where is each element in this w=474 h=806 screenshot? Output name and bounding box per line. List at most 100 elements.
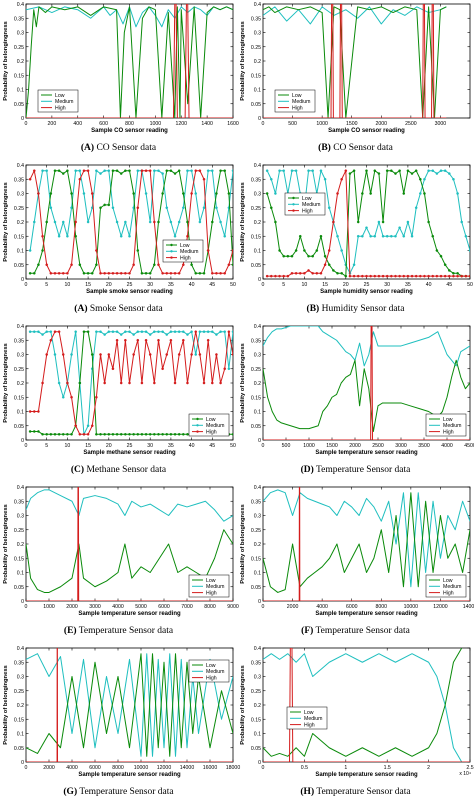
data-point-medium <box>265 169 269 172</box>
x-tick-label: 3000 <box>435 121 447 127</box>
data-point-high <box>70 395 73 399</box>
figure-caption: (B) CO Sensor data <box>237 143 474 153</box>
data-point-medium <box>356 234 360 238</box>
x-tick-label: 5 <box>45 443 48 449</box>
data-point-high <box>128 272 131 275</box>
x-tick-label: 50 <box>467 282 473 288</box>
data-point-medium <box>307 169 310 172</box>
x-tick-label: 0.5 <box>301 765 308 771</box>
data-point-medium <box>169 220 173 224</box>
data-point-high <box>219 381 222 385</box>
y-tick-label: 0.05 <box>251 263 261 269</box>
data-point-low <box>410 172 414 175</box>
data-point-low <box>282 254 286 258</box>
data-point-low <box>70 192 73 195</box>
x-tick-label: 7000 <box>181 604 193 610</box>
data-point-high <box>111 272 115 275</box>
data-point-medium <box>66 234 69 238</box>
x-tick-label: 5 <box>282 282 285 288</box>
data-point-high <box>186 381 189 385</box>
data-point-medium <box>103 333 106 336</box>
data-point-low <box>165 433 169 436</box>
data-point-high <box>423 274 426 278</box>
data-point-medium <box>128 234 131 238</box>
x-tick-label: 2000 <box>349 443 361 449</box>
x-axis-label: Sample CO sensor reading <box>328 128 405 134</box>
y-tick-label: 0.4 <box>17 324 24 330</box>
x-tick-label: 2500 <box>372 443 384 449</box>
y-tick-label: 0.3 <box>17 675 24 681</box>
data-point-low <box>190 263 193 267</box>
data-point-low <box>115 169 119 172</box>
y-tick-label: 0.25 <box>251 367 261 373</box>
figure-caption: (A) CO Sensor data <box>0 143 237 153</box>
x-tick-label: 15 <box>85 282 91 288</box>
data-point-high <box>165 272 169 275</box>
legend-marker <box>292 209 295 212</box>
data-point-low <box>381 220 385 224</box>
data-point-medium <box>95 330 98 333</box>
chart-panel-f: 0 0.05 0.1 0.15 0.2 0.25 0.3 0.35 0.4 0 2000 4000 60… <box>237 483 474 644</box>
data-point-high <box>390 274 393 278</box>
data-point-high <box>28 410 32 413</box>
data-point-low <box>103 203 106 207</box>
data-point-low <box>28 430 32 433</box>
data-point-high <box>381 274 385 278</box>
y-tick-label: 0.15 <box>251 556 261 562</box>
data-point-high <box>90 192 94 195</box>
data-point-low <box>124 169 127 172</box>
data-point-high <box>99 272 102 275</box>
data-point-medium <box>177 220 181 224</box>
data-point-medium <box>132 333 135 336</box>
series-line-low <box>266 170 470 277</box>
data-point-low <box>303 249 306 252</box>
series-line-medium <box>263 489 470 588</box>
legend-label-low: Low <box>304 710 314 716</box>
data-point-high <box>427 274 430 278</box>
data-point-medium <box>319 169 323 172</box>
data-point-medium <box>32 330 36 333</box>
x-tick-label: 0 <box>25 604 28 610</box>
data-point-medium <box>294 169 298 172</box>
data-point-medium <box>124 220 127 224</box>
data-point-high <box>61 272 65 275</box>
data-point-high <box>194 330 198 333</box>
data-point-low <box>140 272 144 275</box>
data-point-medium <box>369 234 372 238</box>
data-point-high <box>303 272 306 275</box>
x-tick-label: 0 <box>262 765 265 771</box>
data-point-high <box>274 274 277 278</box>
data-point-high <box>198 169 202 172</box>
y-tick-label: 0.1 <box>254 571 261 577</box>
series-group <box>263 648 470 762</box>
data-point-low <box>61 433 65 436</box>
y-tick-label: 0.3 <box>254 31 261 37</box>
caption-label: (B) <box>306 304 320 314</box>
data-point-low <box>361 192 364 195</box>
data-point-high <box>128 381 131 385</box>
x-tick-label: 2000 <box>66 604 78 610</box>
y-tick-label: 0.05 <box>251 746 261 752</box>
data-point-low <box>315 249 319 252</box>
data-point-high <box>336 192 339 195</box>
series-line-low <box>263 6 447 118</box>
data-point-low <box>70 433 73 436</box>
chart-panel-d: 0 0.05 0.1 0.15 0.2 0.25 0.3 0.35 0.4 0 500 1000 150… <box>237 322 474 483</box>
x-tick-label: 45 <box>209 282 215 288</box>
series-line-low <box>26 529 233 593</box>
data-point-low <box>78 263 82 267</box>
data-point-medium <box>443 169 447 172</box>
data-point-high <box>356 274 360 278</box>
data-point-low <box>215 192 218 195</box>
x-tick-label: 1500 <box>326 443 338 449</box>
data-point-medium <box>352 263 356 267</box>
x-tick-label: 20 <box>106 443 112 449</box>
x-tick-label: 9000 <box>227 604 239 610</box>
data-point-low <box>443 263 447 267</box>
data-point-high <box>49 338 53 342</box>
data-point-low <box>49 433 53 436</box>
y-tick-label: 0.1 <box>17 571 24 577</box>
x-tick-label: 500 <box>282 443 291 449</box>
